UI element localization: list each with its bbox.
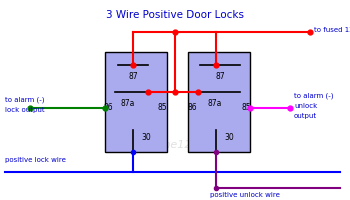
Text: 30: 30 — [141, 134, 151, 142]
Text: to alarm (-): to alarm (-) — [294, 93, 334, 99]
Text: to fused 12V+: to fused 12V+ — [314, 27, 350, 33]
Text: 3 Wire Positive Door Locks: 3 Wire Positive Door Locks — [106, 10, 244, 20]
Text: the12volt.com: the12volt.com — [160, 140, 240, 150]
Text: 86: 86 — [187, 104, 197, 112]
Text: to alarm (-): to alarm (-) — [5, 97, 44, 103]
Text: 87: 87 — [128, 72, 138, 81]
Text: 85: 85 — [157, 104, 167, 112]
Text: lock output: lock output — [5, 107, 45, 113]
Text: 87a: 87a — [121, 99, 135, 108]
Text: 87: 87 — [215, 72, 225, 81]
Bar — [188, 52, 250, 152]
Text: 30: 30 — [224, 134, 234, 142]
Bar — [105, 52, 167, 152]
Text: 87a: 87a — [208, 99, 222, 108]
Text: unlock: unlock — [294, 103, 317, 109]
Text: positive unlock wire: positive unlock wire — [210, 192, 280, 198]
Text: positive lock wire: positive lock wire — [5, 157, 66, 163]
Text: 86: 86 — [103, 104, 113, 112]
Text: 85: 85 — [241, 104, 251, 112]
Text: output: output — [294, 113, 317, 119]
